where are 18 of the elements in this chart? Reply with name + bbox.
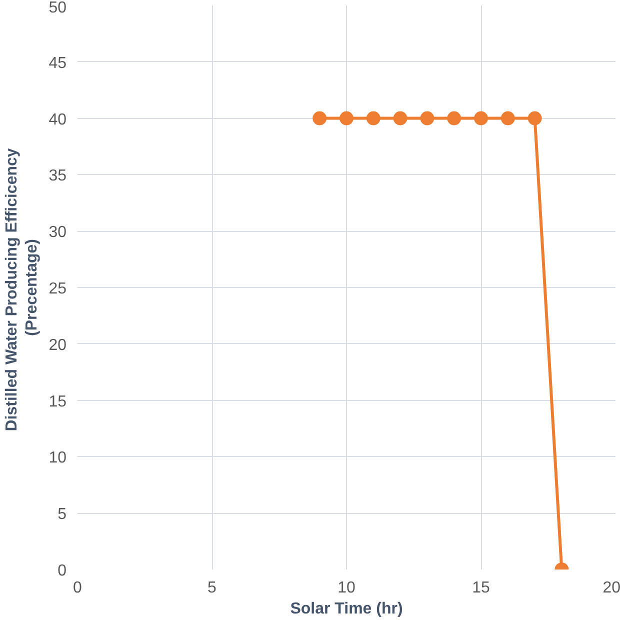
x-tick-label: 20: [602, 580, 621, 596]
y-tick-label: 40: [48, 111, 67, 128]
x-tick-label: 15: [472, 580, 490, 596]
y-tick-label: 10: [48, 450, 67, 467]
x-axis-title: Solar Time (hr): [290, 600, 403, 618]
y-tick-label: 20: [48, 336, 67, 354]
x-tick-label: 0: [73, 580, 82, 596]
y-tick-label: 25: [48, 280, 67, 298]
y-axis-title: Distilled Water Producing Efficicency (Precentage): [3, 148, 41, 432]
y-tick-label: 5: [58, 506, 67, 524]
x-tick-label: 5: [208, 580, 217, 596]
y-tick-label: 0: [58, 562, 67, 580]
y-tick-label: 45: [48, 54, 67, 72]
x-tick-label: 10: [338, 580, 356, 596]
y-tick-label: 35: [48, 168, 67, 185]
y-tick-label: 30: [48, 224, 67, 242]
y-tick-label: 15: [48, 393, 67, 410]
y-tick-label: 50: [48, 0, 67, 16]
